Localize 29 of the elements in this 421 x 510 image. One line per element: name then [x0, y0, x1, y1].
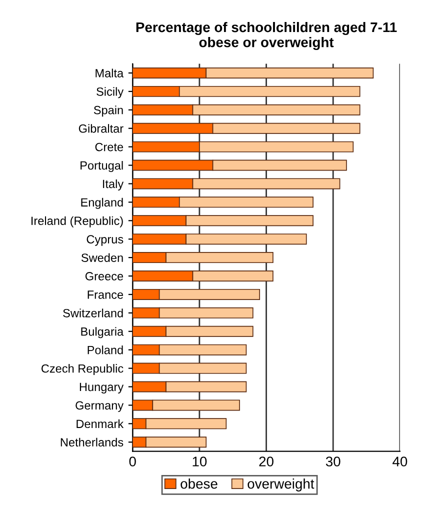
y-tick-label: Czech Republic — [42, 364, 124, 376]
y-tick-label: Sicily — [96, 87, 124, 98]
y-tick-label: Malta — [96, 68, 124, 78]
chart-title: Percentage of schoolchildren aged 7-11 obese or overweight — [136, 22, 397, 50]
y-tick-label: Switzerland — [63, 308, 123, 318]
x-tick-label: 0 — [129, 456, 136, 466]
y-tick-label: Italy — [103, 179, 124, 190]
y-tick-label: Netherlands — [60, 438, 124, 447]
y-tick-label: Poland — [88, 346, 123, 354]
y-tick-label: Gibraltar — [78, 124, 124, 133]
y-tick-label: Sweden — [81, 253, 123, 262]
y-tick-label: Germany — [76, 401, 124, 412]
y-tick-label: Ireland (Republic) — [32, 216, 123, 228]
y-tick-label: Cyprus — [86, 235, 124, 246]
x-tick-label: 40 — [392, 456, 408, 466]
y-tick-label: Denmark — [76, 419, 124, 428]
y-tick-label: Hungary — [80, 382, 124, 394]
y-tick-label: France — [88, 290, 124, 299]
y-tick-label: Greece — [85, 272, 124, 280]
x-tick-label: 20 — [259, 456, 274, 466]
y-tick-label: Portugal — [80, 160, 123, 172]
legend-label: overweight — [248, 478, 314, 492]
x-tick-label: 30 — [326, 456, 340, 466]
y-tick-label: Spain — [94, 106, 123, 117]
y-tick-label: Bulgaria — [81, 327, 124, 338]
y-tick-label: England — [81, 198, 123, 209]
legend-label: obese — [180, 478, 218, 489]
y-tick-label: Crete — [95, 142, 124, 152]
x-tick-label: 10 — [192, 456, 207, 466]
